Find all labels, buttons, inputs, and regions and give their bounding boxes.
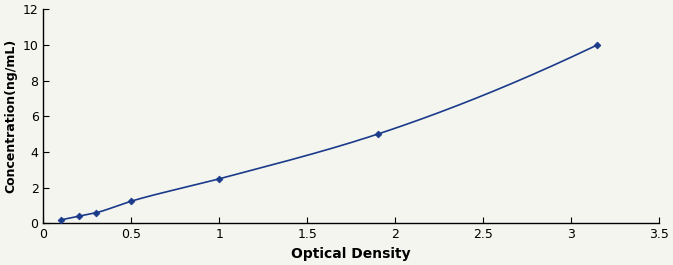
- Y-axis label: Concentration(ng/mL): Concentration(ng/mL): [4, 39, 17, 193]
- X-axis label: Optical Density: Optical Density: [291, 247, 411, 261]
